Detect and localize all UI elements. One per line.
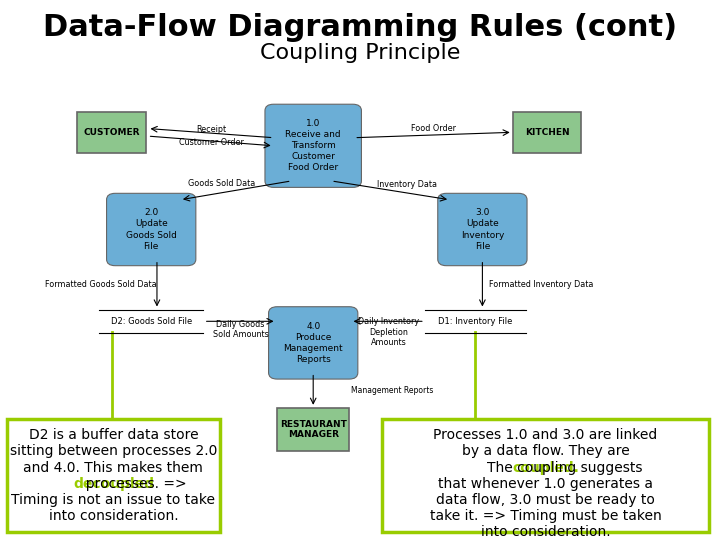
Text: 3.0
Update
Inventory
File: 3.0 Update Inventory File	[461, 208, 504, 251]
FancyBboxPatch shape	[107, 193, 196, 266]
FancyBboxPatch shape	[7, 418, 220, 532]
Text: decoupled: decoupled	[73, 477, 154, 491]
Polygon shape	[425, 310, 526, 333]
Text: sitting between processes 2.0: sitting between processes 2.0	[9, 444, 217, 458]
Text: Goods Sold Data: Goods Sold Data	[188, 179, 256, 188]
Text: 2.0
Update
Goods Sold
File: 2.0 Update Goods Sold File	[126, 208, 176, 251]
Text: Food Order: Food Order	[411, 124, 456, 133]
Text: The coupling suggests: The coupling suggests	[451, 461, 642, 475]
Polygon shape	[99, 310, 203, 333]
Text: 4.0
Produce
Management
Reports: 4.0 Produce Management Reports	[284, 322, 343, 364]
FancyBboxPatch shape	[78, 112, 145, 152]
Text: Data-Flow Diagramming Rules (cont): Data-Flow Diagramming Rules (cont)	[43, 14, 677, 43]
Text: into consideration.: into consideration.	[480, 525, 611, 539]
Text: RESTAURANT
MANAGER: RESTAURANT MANAGER	[280, 420, 346, 439]
Text: Coupling Principle: Coupling Principle	[260, 43, 460, 63]
Text: Daily Goods
Sold Amounts: Daily Goods Sold Amounts	[212, 320, 269, 339]
Text: into consideration.: into consideration.	[48, 509, 179, 523]
Text: D2 is a buffer data store: D2 is a buffer data store	[29, 428, 198, 442]
Text: Daily Inventory
Depletion
Amounts: Daily Inventory Depletion Amounts	[359, 317, 419, 347]
Text: CUSTOMER: CUSTOMER	[84, 128, 140, 137]
Text: KITCHEN: KITCHEN	[525, 128, 570, 137]
Text: Receipt: Receipt	[196, 125, 226, 134]
FancyBboxPatch shape	[277, 408, 349, 451]
Text: Inventory Data: Inventory Data	[377, 180, 437, 189]
Text: D2: Goods Sold File: D2: Goods Sold File	[111, 317, 192, 326]
Text: that whenever 1.0 generates a: that whenever 1.0 generates a	[438, 477, 653, 491]
Text: 1.0
Receive and
Transform
Customer
Food Order: 1.0 Receive and Transform Customer Food …	[285, 119, 341, 172]
Text: processes. =>: processes. =>	[42, 477, 186, 491]
Text: Formatted Inventory Data: Formatted Inventory Data	[490, 280, 593, 289]
Text: Formatted Goods Sold Data: Formatted Goods Sold Data	[45, 280, 157, 289]
FancyBboxPatch shape	[438, 193, 527, 266]
FancyBboxPatch shape	[513, 112, 582, 152]
Text: Timing is not an issue to take: Timing is not an issue to take	[12, 493, 215, 507]
Text: Management Reports: Management Reports	[351, 386, 433, 395]
Text: D1: Inventory File: D1: Inventory File	[438, 317, 513, 326]
Text: coupled.: coupled.	[512, 461, 579, 475]
Text: and 4.0. This makes them: and 4.0. This makes them	[24, 461, 203, 475]
Text: take it. => Timing must be taken: take it. => Timing must be taken	[430, 509, 661, 523]
FancyBboxPatch shape	[265, 104, 361, 187]
Text: by a data flow. They are: by a data flow. They are	[462, 444, 629, 458]
Text: Customer Order: Customer Order	[179, 138, 243, 147]
Text: Processes 1.0 and 3.0 are linked: Processes 1.0 and 3.0 are linked	[433, 428, 657, 442]
FancyBboxPatch shape	[382, 418, 709, 532]
FancyBboxPatch shape	[269, 307, 358, 379]
Text: data flow, 3.0 must be ready to: data flow, 3.0 must be ready to	[436, 493, 654, 507]
